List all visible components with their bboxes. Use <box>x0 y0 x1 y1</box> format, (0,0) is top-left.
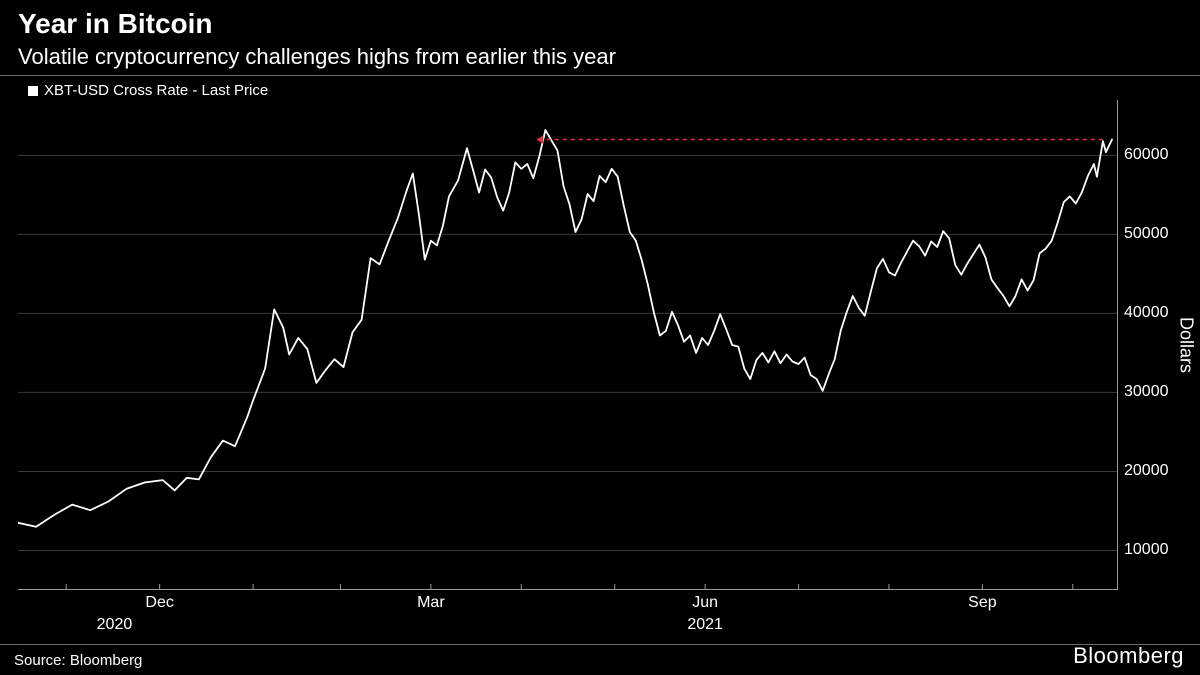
y-axis-title: Dollars <box>1176 317 1197 373</box>
plot-area <box>18 100 1118 590</box>
y-tick-label: 50000 <box>1124 225 1184 243</box>
y-tick-label: 60000 <box>1124 146 1184 164</box>
chart-container: { "title": "Year in Bitcoin", "subtitle"… <box>0 0 1200 675</box>
chart-subtitle: Volatile cryptocurrency challenges highs… <box>18 44 616 70</box>
legend-marker <box>28 86 38 96</box>
y-tick-label: 20000 <box>1124 462 1184 480</box>
x-year-label: 2021 <box>687 616 723 634</box>
x-year-label: 2020 <box>97 616 133 634</box>
chart-title: Year in Bitcoin <box>18 8 213 40</box>
x-tick-label: Dec <box>145 594 173 612</box>
legend-label: XBT-USD Cross Rate - Last Price <box>44 82 268 99</box>
y-tick-label: 30000 <box>1124 383 1184 401</box>
x-tick-label: Jun <box>692 594 718 612</box>
x-tick-label: Mar <box>417 594 445 612</box>
plot-svg <box>18 100 1118 590</box>
legend: XBT-USD Cross Rate - Last Price <box>28 82 268 99</box>
source-text: Source: Bloomberg <box>14 652 142 669</box>
divider-top <box>0 75 1200 76</box>
y-tick-label: 10000 <box>1124 541 1184 559</box>
x-tick-label: Sep <box>968 594 996 612</box>
brand-text: Bloomberg <box>1073 643 1184 669</box>
divider-bottom <box>0 644 1200 645</box>
